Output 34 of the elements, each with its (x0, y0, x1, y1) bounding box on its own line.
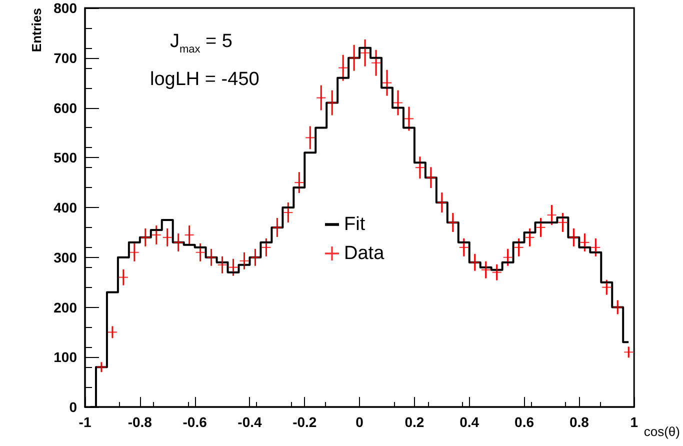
x-tick-label: 0 (356, 414, 364, 430)
y-tick-label: 200 (54, 299, 78, 316)
point (250, 252, 260, 262)
legend-label: Fit (344, 214, 366, 235)
x-tick-label: 0.2 (404, 414, 424, 430)
y-tick-label: 300 (54, 249, 78, 266)
point (613, 302, 622, 312)
y-tick-label: 0 (69, 399, 78, 415)
x-tick-label: 0.6 (514, 414, 534, 430)
y-tick-label: 400 (54, 200, 78, 216)
x-tick-label: 0.4 (460, 414, 480, 430)
y-tick-label: 800 (54, 0, 78, 16)
x-tick-label: -0.2 (292, 414, 317, 430)
point (547, 210, 556, 220)
point (316, 93, 326, 102)
point (514, 242, 524, 252)
y-tick-label: 100 (54, 349, 78, 366)
annotation: logLH = -450 (150, 69, 260, 90)
y-tick-label: 500 (54, 150, 78, 166)
x-tick-label: 0.8 (569, 414, 590, 430)
point (404, 114, 414, 124)
point (218, 260, 227, 270)
point (328, 98, 337, 108)
y-tick-label: 600 (54, 100, 78, 116)
x-tick-label: -0.4 (238, 414, 262, 430)
legend-label: Data (344, 243, 385, 264)
x-tick-label: -0.6 (182, 414, 208, 430)
y-tick-label: 700 (54, 50, 78, 66)
x-tick-label: -1 (78, 414, 92, 430)
point (393, 98, 402, 108)
y-axis-title: Entries (29, 8, 44, 52)
x-axis-title: cos(θ) (644, 424, 680, 439)
x-tick-label: 1 (630, 414, 638, 430)
x-tick-label: -0.8 (128, 414, 152, 430)
